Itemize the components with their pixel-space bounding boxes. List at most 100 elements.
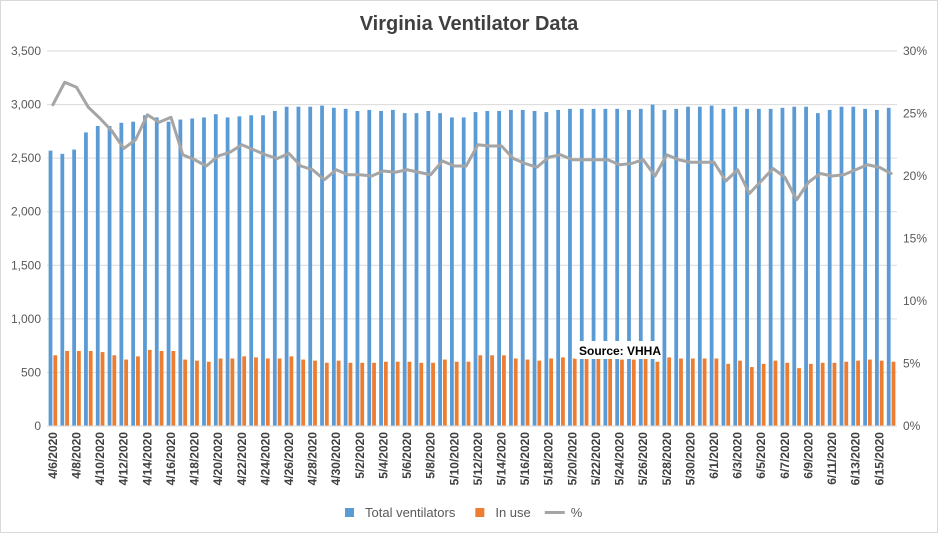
total-ventilators-bar bbox=[615, 108, 620, 426]
in-use-bar bbox=[254, 357, 258, 426]
legend-swatch bbox=[475, 508, 485, 517]
total-ventilators-bar bbox=[154, 117, 159, 426]
x-tick-label: 5/4/2020 bbox=[376, 432, 390, 479]
total-ventilators-bar bbox=[308, 106, 313, 426]
in-use-bar bbox=[726, 363, 731, 426]
in-use-bar bbox=[195, 360, 199, 426]
in-use-bar bbox=[77, 351, 81, 426]
total-ventilators-bar bbox=[627, 109, 631, 426]
total-ventilators-bar bbox=[426, 111, 431, 426]
x-tick-label: 6/11/2020 bbox=[825, 432, 839, 485]
total-ventilators-bar bbox=[638, 108, 643, 426]
y-right-tick-label: 15% bbox=[903, 232, 927, 246]
total-ventilators-bars bbox=[48, 104, 891, 427]
in-use-bar bbox=[667, 357, 672, 426]
total-ventilators-bar bbox=[697, 106, 702, 426]
total-ventilators-bar bbox=[485, 111, 490, 426]
y-left-tick-label: 2,000 bbox=[11, 205, 41, 219]
in-use-bar bbox=[596, 358, 601, 426]
x-tick-label: 4/6/2020 bbox=[46, 432, 60, 479]
in-use-bar bbox=[738, 360, 742, 426]
in-use-bar bbox=[620, 359, 624, 426]
in-use-bars bbox=[53, 349, 896, 426]
in-use-bar bbox=[785, 362, 790, 426]
x-tick-label: 5/30/2020 bbox=[683, 432, 697, 486]
in-use-bar bbox=[714, 358, 719, 426]
x-tick-label: 5/12/2020 bbox=[471, 432, 485, 486]
total-ventilators-bar bbox=[709, 105, 714, 427]
y-right-tick-label: 5% bbox=[903, 357, 921, 371]
in-use-bar bbox=[206, 361, 211, 426]
y-left-tick-label: 1,000 bbox=[11, 312, 41, 326]
in-use-bar bbox=[112, 355, 117, 426]
in-use-bar bbox=[655, 361, 660, 426]
in-use-bar bbox=[478, 355, 483, 426]
in-use-bar bbox=[136, 356, 140, 426]
total-ventilators-bar bbox=[48, 150, 53, 426]
total-ventilators-bar bbox=[733, 106, 738, 426]
source-annotation-background bbox=[575, 341, 655, 359]
in-use-bar bbox=[419, 362, 424, 426]
total-ventilators-bar bbox=[650, 104, 655, 427]
y-axis-right: 0% 5% 10% 15% 20% 25% 30% bbox=[903, 44, 927, 433]
x-tick-label: 4/30/2020 bbox=[329, 432, 343, 486]
total-ventilators-bar bbox=[827, 109, 832, 426]
total-ventilators-bar bbox=[450, 117, 454, 426]
y-left-tick-label: 3,000 bbox=[11, 98, 41, 112]
in-use-bar bbox=[502, 355, 506, 426]
source-annotation-text: Source: VHHA bbox=[579, 344, 661, 358]
in-use-bar bbox=[242, 356, 247, 426]
total-ventilators-bar bbox=[520, 109, 525, 426]
total-ventilators-bar bbox=[768, 108, 773, 426]
in-use-bar bbox=[856, 360, 860, 426]
x-tick-label: 6/1/2020 bbox=[707, 432, 721, 479]
x-tick-label: 4/24/2020 bbox=[258, 432, 272, 486]
x-tick-label: 5/16/2020 bbox=[518, 432, 532, 486]
total-ventilators-bar bbox=[497, 111, 502, 426]
in-use-bar bbox=[879, 360, 884, 426]
in-use-bar bbox=[124, 359, 129, 426]
y-right-tick-label: 20% bbox=[903, 169, 927, 183]
total-ventilators-bar bbox=[95, 126, 100, 426]
x-tick-label: 5/28/2020 bbox=[660, 432, 674, 486]
in-use-bar bbox=[679, 358, 683, 426]
in-use-bar bbox=[643, 358, 648, 426]
x-tick-label: 6/7/2020 bbox=[778, 432, 792, 479]
x-tick-label: 5/26/2020 bbox=[636, 432, 650, 486]
x-tick-label: 4/28/2020 bbox=[306, 432, 320, 486]
in-use-bar bbox=[289, 356, 294, 426]
in-use-bar bbox=[537, 360, 542, 426]
in-use-bar bbox=[218, 358, 223, 426]
x-tick-label: 5/24/2020 bbox=[613, 432, 627, 486]
total-ventilators-bar bbox=[272, 111, 277, 426]
total-ventilators-bar bbox=[721, 108, 726, 426]
in-use-bar bbox=[820, 362, 825, 426]
total-ventilators-bar bbox=[461, 117, 466, 426]
total-ventilators-bar bbox=[438, 113, 442, 427]
in-use-bar bbox=[171, 351, 176, 426]
total-ventilators-bar bbox=[178, 119, 183, 427]
in-use-bar bbox=[525, 359, 530, 426]
x-tick-label: 5/14/2020 bbox=[495, 432, 509, 486]
x-tick-label: 5/8/2020 bbox=[424, 432, 438, 479]
x-tick-label: 4/16/2020 bbox=[164, 432, 178, 486]
x-tick-label: 4/8/2020 bbox=[70, 432, 84, 479]
x-tick-label: 4/12/2020 bbox=[117, 432, 131, 486]
total-ventilators-bar bbox=[863, 108, 867, 426]
x-tick-label: 5/2/2020 bbox=[353, 432, 367, 479]
in-use-bar bbox=[88, 351, 93, 426]
total-ventilators-bar bbox=[202, 117, 206, 426]
x-tick-label: 4/22/2020 bbox=[235, 432, 249, 486]
total-ventilators-bar bbox=[72, 149, 77, 427]
total-ventilators-bar bbox=[414, 113, 419, 427]
total-ventilators-bar bbox=[119, 122, 124, 427]
in-use-bar bbox=[336, 360, 341, 426]
total-ventilators-bar bbox=[190, 118, 195, 426]
x-tick-label: 4/14/2020 bbox=[140, 432, 154, 486]
total-ventilators-bar bbox=[568, 108, 572, 426]
x-tick-label: 6/3/2020 bbox=[731, 432, 745, 479]
in-use-bar bbox=[844, 361, 849, 426]
legend: Total ventilators In use% bbox=[345, 505, 583, 520]
in-use-bar bbox=[65, 351, 69, 426]
